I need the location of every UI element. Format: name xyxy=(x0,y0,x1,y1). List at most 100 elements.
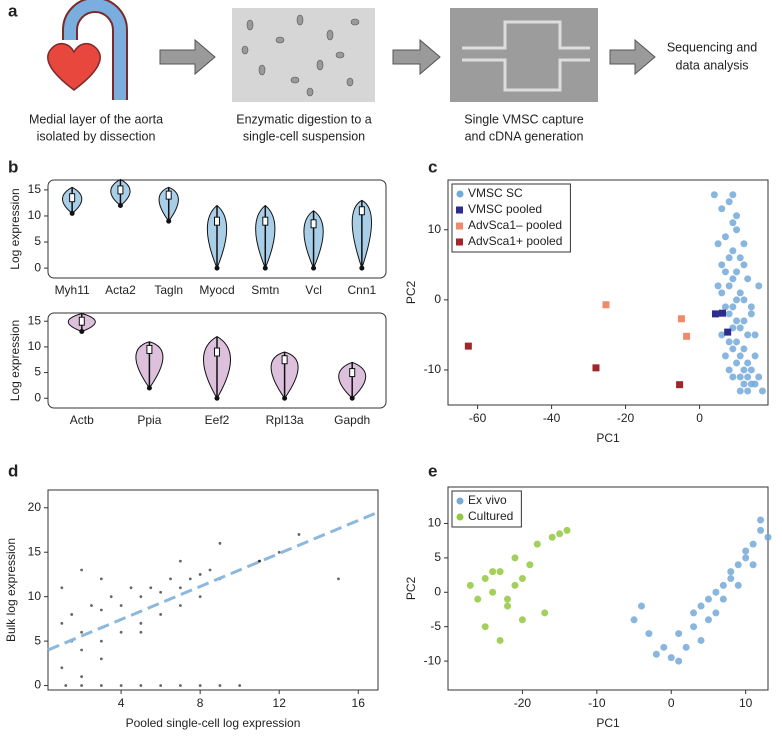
step-text: Sequencing and xyxy=(667,40,757,54)
x-axis-label: Pooled single-cell log expression xyxy=(126,716,301,730)
y-tick-label: 10 xyxy=(428,516,442,530)
point xyxy=(481,575,489,583)
legend-marker xyxy=(456,497,464,505)
point xyxy=(733,268,741,276)
point xyxy=(704,616,712,624)
point xyxy=(751,352,759,360)
y-tick-label: 5 xyxy=(34,633,41,647)
point xyxy=(712,609,720,617)
point xyxy=(129,586,133,590)
x-tick-label: Acta2 xyxy=(105,283,136,297)
point xyxy=(729,303,737,311)
point xyxy=(740,261,748,269)
y-tick-label: 0 xyxy=(34,260,41,274)
median-box xyxy=(214,347,220,357)
point xyxy=(496,568,504,576)
point xyxy=(718,289,726,297)
point xyxy=(729,373,737,381)
point xyxy=(119,604,123,607)
point xyxy=(719,581,727,589)
point xyxy=(188,577,192,581)
point xyxy=(466,581,474,589)
point xyxy=(733,338,741,346)
point xyxy=(742,547,750,555)
x-tick-label: Tagln xyxy=(154,283,183,297)
y-tick-label: 10 xyxy=(28,208,42,222)
point xyxy=(749,561,757,569)
caption: and cDNA generation xyxy=(465,129,584,143)
point xyxy=(511,554,519,562)
point xyxy=(729,219,737,227)
fit-line xyxy=(47,510,379,652)
median-box xyxy=(117,185,124,195)
point xyxy=(729,345,737,353)
point xyxy=(725,254,733,262)
point xyxy=(725,198,733,206)
point xyxy=(563,526,571,534)
point xyxy=(727,568,735,576)
point xyxy=(697,636,705,644)
x-tick-label: -40 xyxy=(543,411,561,425)
point xyxy=(526,561,534,569)
y-tick-label: 15 xyxy=(28,313,42,327)
cells-image xyxy=(232,8,375,102)
x-tick-label: -20 xyxy=(514,696,532,710)
point xyxy=(159,613,163,616)
point xyxy=(744,275,752,283)
y-tick-label: 10 xyxy=(28,339,42,353)
point xyxy=(758,387,766,395)
outlier xyxy=(69,210,75,216)
point xyxy=(139,595,143,599)
point xyxy=(744,359,752,367)
point xyxy=(99,639,103,643)
point xyxy=(60,586,64,590)
point xyxy=(60,666,64,670)
point xyxy=(764,533,772,541)
point xyxy=(733,359,741,367)
y-tick-label: 0 xyxy=(434,584,441,598)
point xyxy=(99,577,103,581)
legend-label: VMSC SC xyxy=(468,186,523,200)
point xyxy=(725,282,733,290)
point xyxy=(119,630,123,634)
x-tick-label: 0 xyxy=(668,696,675,710)
point xyxy=(80,630,83,634)
y-axis-label: Log expression xyxy=(8,320,22,401)
arrow xyxy=(392,38,441,76)
x-tick-label: Smtn xyxy=(251,283,279,297)
median-box xyxy=(214,216,220,226)
y-tick-label: 20 xyxy=(28,500,42,514)
median-box xyxy=(69,193,76,203)
point xyxy=(80,568,83,572)
point xyxy=(90,604,93,607)
y-tick-label: 15 xyxy=(28,182,42,196)
point xyxy=(178,604,182,607)
point xyxy=(751,331,759,339)
point xyxy=(218,541,222,545)
x-tick-label: Myocd xyxy=(199,283,234,297)
point xyxy=(729,247,737,255)
point xyxy=(740,366,748,374)
x-tick-label: 0 xyxy=(696,411,703,425)
point xyxy=(733,212,741,220)
point xyxy=(99,657,103,661)
outlier xyxy=(282,395,288,401)
y-tick-label: 10 xyxy=(428,222,442,236)
point xyxy=(159,684,163,687)
point xyxy=(533,540,541,548)
point xyxy=(755,373,763,381)
point xyxy=(511,581,519,589)
point xyxy=(548,533,556,541)
point xyxy=(747,310,755,318)
x-tick-label: Myh11 xyxy=(55,283,90,297)
median-box xyxy=(78,316,85,326)
axes-frame xyxy=(447,179,769,406)
point xyxy=(736,387,744,395)
panel-label: b xyxy=(8,157,18,176)
point xyxy=(742,554,750,562)
point xyxy=(218,684,222,687)
y-tick-label: 0 xyxy=(34,678,41,692)
point xyxy=(645,630,653,638)
x-tick-label: 4 xyxy=(118,696,125,710)
point xyxy=(169,577,172,581)
